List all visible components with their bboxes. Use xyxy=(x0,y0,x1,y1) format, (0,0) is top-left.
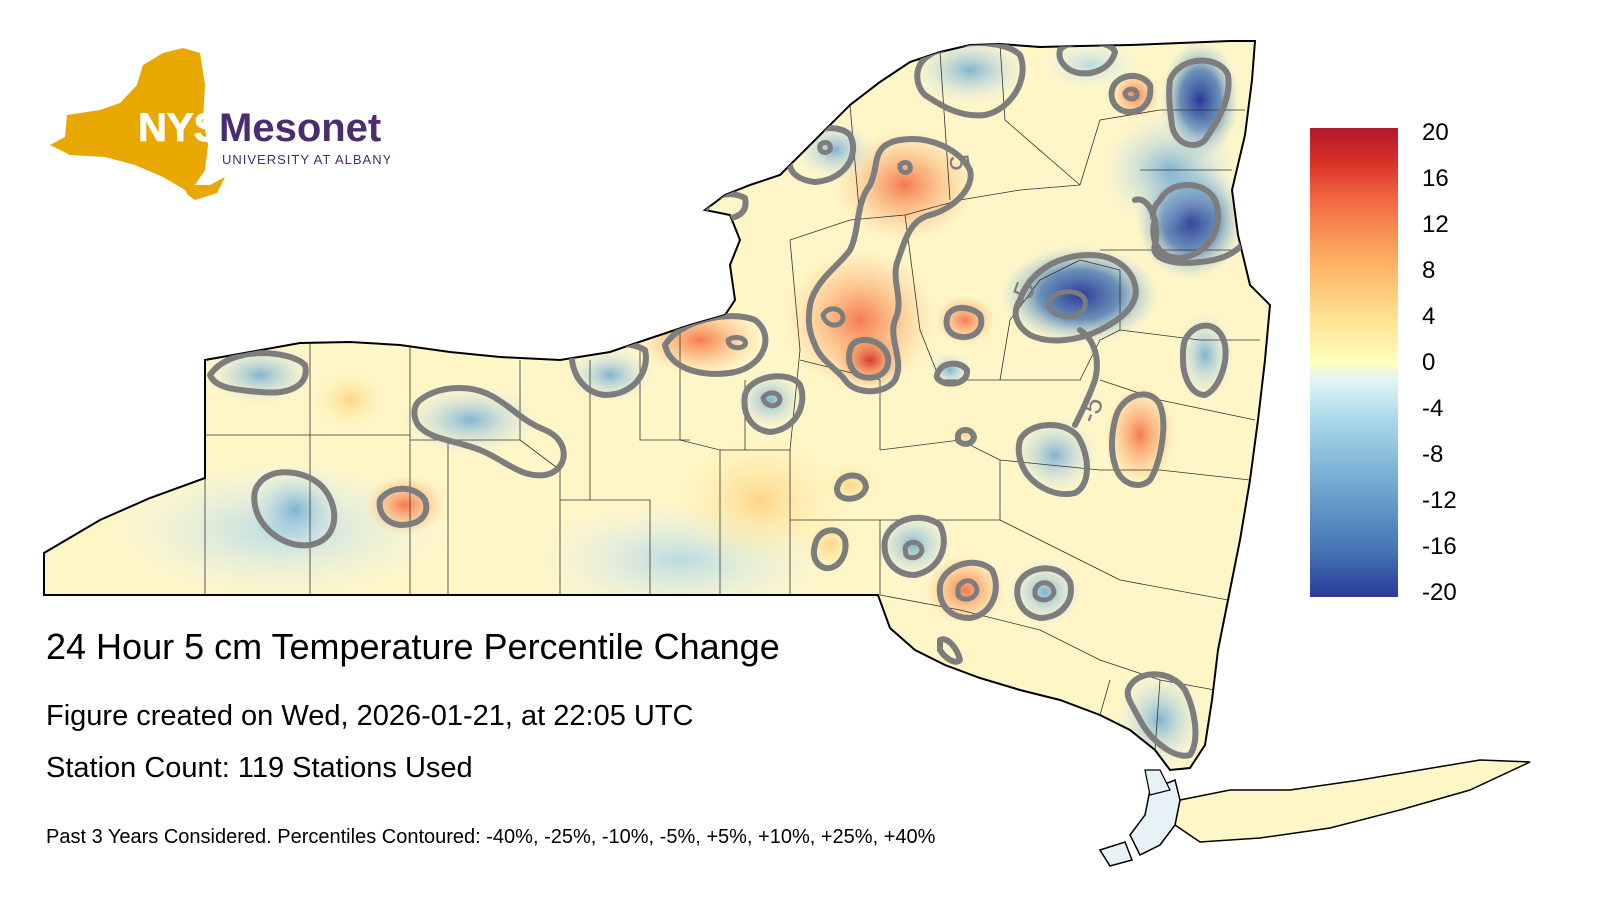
nyc-area xyxy=(1129,778,1181,857)
long-island xyxy=(1174,759,1531,843)
contour-lines xyxy=(207,41,1248,759)
colorbar-tick: -4 xyxy=(1422,395,1444,422)
colorbar-tick: -12 xyxy=(1422,487,1457,514)
county-boundaries xyxy=(204,43,1260,751)
colorbar-tick: 0 xyxy=(1422,349,1436,376)
logo-nys-text: NYS xyxy=(138,106,220,150)
contour-label: 5 xyxy=(943,152,976,173)
logo-mesonet-text: Mesonet xyxy=(219,106,381,150)
figure-title: 24 Hour 5 cm Temperature Percentile Chan… xyxy=(46,626,780,667)
footnote: Past 3 Years Considered. Percentiles Con… xyxy=(46,826,936,848)
colorbar-tick: 4 xyxy=(1422,303,1436,330)
colorbar-tick: -16 xyxy=(1422,533,1457,560)
colorbar-tick: 20 xyxy=(1422,119,1449,146)
station-count: Station Count: 119 Stations Used xyxy=(46,752,473,784)
nys-mesonet-logo: NYS Mesonet UNIVERSITY AT ALBANY xyxy=(50,48,390,200)
colorbar-tick: -20 xyxy=(1422,579,1457,606)
colorbar xyxy=(1310,128,1398,597)
staten-island xyxy=(1098,841,1134,867)
colorbar-tick: 12 xyxy=(1422,211,1449,238)
logo-university-text: UNIVERSITY AT ALBANY xyxy=(222,152,390,167)
colorbar-tick: -8 xyxy=(1422,441,1444,468)
colorbar-tick: 8 xyxy=(1422,257,1436,284)
creation-timestamp: Figure created on Wed, 2026-01-21, at 22… xyxy=(46,700,694,732)
ny-state-silhouette-icon xyxy=(50,48,225,200)
colorbar-tick: 16 xyxy=(1422,165,1449,192)
